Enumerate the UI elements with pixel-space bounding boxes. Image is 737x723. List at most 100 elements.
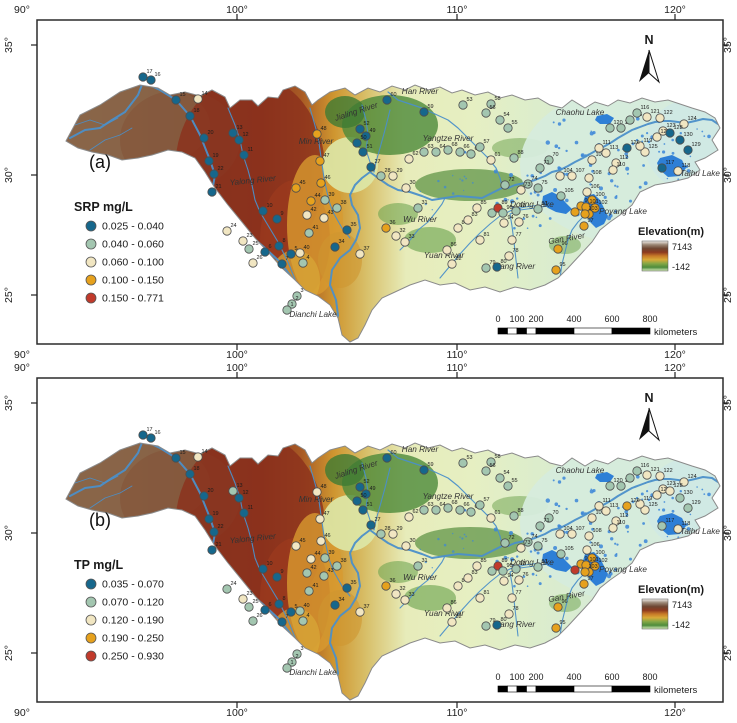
site-number: 89: [502, 558, 508, 564]
small-lake-speckle: [463, 189, 465, 192]
basin-terrain: [66, 443, 720, 700]
legend-swatch: [85, 650, 97, 662]
site-marker: [533, 204, 543, 214]
site-number: 96: [562, 241, 568, 247]
floodplain-lake-speckle: [625, 524, 630, 529]
site-marker: [584, 531, 594, 541]
site-number: 1: [291, 302, 294, 308]
floodplain-lake-speckle: [685, 523, 688, 527]
scale-tick-label: 0: [495, 672, 500, 682]
floodplain-lake-speckle: [635, 496, 639, 500]
site-marker: [601, 148, 611, 158]
site-number: 109: [596, 152, 605, 158]
site-marker: [404, 154, 414, 164]
site-number: 44: [315, 193, 321, 199]
floodplain-lake-speckle: [591, 527, 594, 531]
site-number: 38: [341, 558, 347, 564]
site-marker: [413, 203, 423, 213]
site-marker: [419, 147, 429, 157]
floodplain-lake-speckle: [574, 498, 579, 503]
legend-swatch: [85, 292, 97, 304]
floodplain-lake-speckle: [636, 117, 640, 121]
site-marker: [234, 135, 244, 145]
site-number: 37: [364, 246, 370, 252]
basin-boundary: [65, 84, 721, 343]
scale-bar-segment: [497, 327, 508, 335]
site-marker: [381, 581, 391, 591]
floodplain-lake-speckle: [631, 142, 635, 146]
site-marker: [382, 95, 392, 105]
place-label: Poyang Lake: [599, 207, 647, 216]
site-number: 70: [553, 510, 559, 516]
floodplain-lake-speckle: [557, 146, 561, 150]
site-number: 45: [300, 538, 306, 544]
scale-bar-segment: [507, 327, 518, 335]
floodplain-lake-speckle: [526, 174, 529, 177]
site-marker: [204, 514, 214, 524]
site-marker: [304, 586, 314, 596]
site-number: 32: [400, 586, 406, 592]
site-number: 93: [520, 203, 526, 209]
site-number: 7: [286, 614, 289, 620]
site-marker: [503, 123, 513, 133]
site-number: 102: [599, 200, 608, 206]
site-number: 54: [504, 112, 510, 118]
scale-unit: kilometers: [654, 685, 698, 696]
site-marker: [295, 606, 305, 616]
site-marker: [492, 620, 502, 630]
place-label: Dianchi Lake: [289, 668, 337, 677]
site-number: 2: [296, 296, 299, 302]
legend-range: 0.120 - 0.190: [102, 615, 164, 627]
site-marker: [453, 223, 463, 233]
site-number: 62: [413, 509, 419, 515]
site-number: 47: [324, 511, 330, 517]
floodplain-lake-speckle: [707, 134, 711, 139]
site-marker: [260, 605, 270, 615]
site-number: 123: [667, 481, 676, 487]
site-marker: [523, 179, 533, 189]
site-number: 11: [248, 147, 254, 153]
site-marker: [492, 262, 502, 272]
floodplain-lake-speckle: [703, 493, 706, 495]
site-number: 64: [440, 144, 446, 150]
site-number: 68: [452, 142, 458, 148]
floodplain-lake-speckle: [662, 508, 666, 512]
site-number: 18: [194, 108, 200, 114]
site-number: 40: [304, 603, 310, 609]
site-marker: [361, 131, 371, 141]
lat-label-left: 35°: [3, 37, 15, 53]
scale-bar-segment: [526, 685, 537, 693]
site-marker: [312, 487, 322, 497]
site-number: 5: [295, 604, 298, 610]
terrain-patch: [378, 561, 418, 583]
site-number: 58: [495, 454, 501, 460]
site-marker: [258, 206, 268, 216]
site-marker: [355, 249, 365, 259]
site-number: 77: [516, 232, 522, 238]
lat-label-right: 35°: [722, 395, 734, 411]
place-label: Chaohu Lake: [556, 466, 605, 475]
site-marker: [516, 543, 526, 553]
site-marker: [193, 452, 203, 462]
floodplain-lake-speckle: [686, 169, 691, 173]
terrain-patch: [404, 585, 456, 611]
site-number: 96: [562, 599, 568, 605]
site-number: 129: [692, 500, 701, 506]
site-number: 63: [428, 144, 434, 150]
floodplain-lake-speckle: [626, 530, 629, 533]
site-number: 18: [194, 466, 200, 472]
site-number: 90: [507, 205, 513, 211]
site-marker: [555, 529, 565, 539]
place-label: Han River: [402, 87, 439, 96]
lat-label-left: 30°: [3, 525, 15, 541]
site-marker: [304, 228, 314, 238]
terrain-patch: [325, 454, 365, 486]
floodplain-lake-speckle: [554, 144, 559, 148]
site-marker: [544, 513, 554, 523]
floodplain-lake-speckle: [538, 224, 542, 228]
site-marker: [463, 215, 473, 225]
site-marker: [509, 511, 519, 521]
site-number: 6: [269, 244, 272, 250]
floodplain-lake-speckle: [565, 149, 568, 153]
site-number: 60: [391, 450, 397, 456]
